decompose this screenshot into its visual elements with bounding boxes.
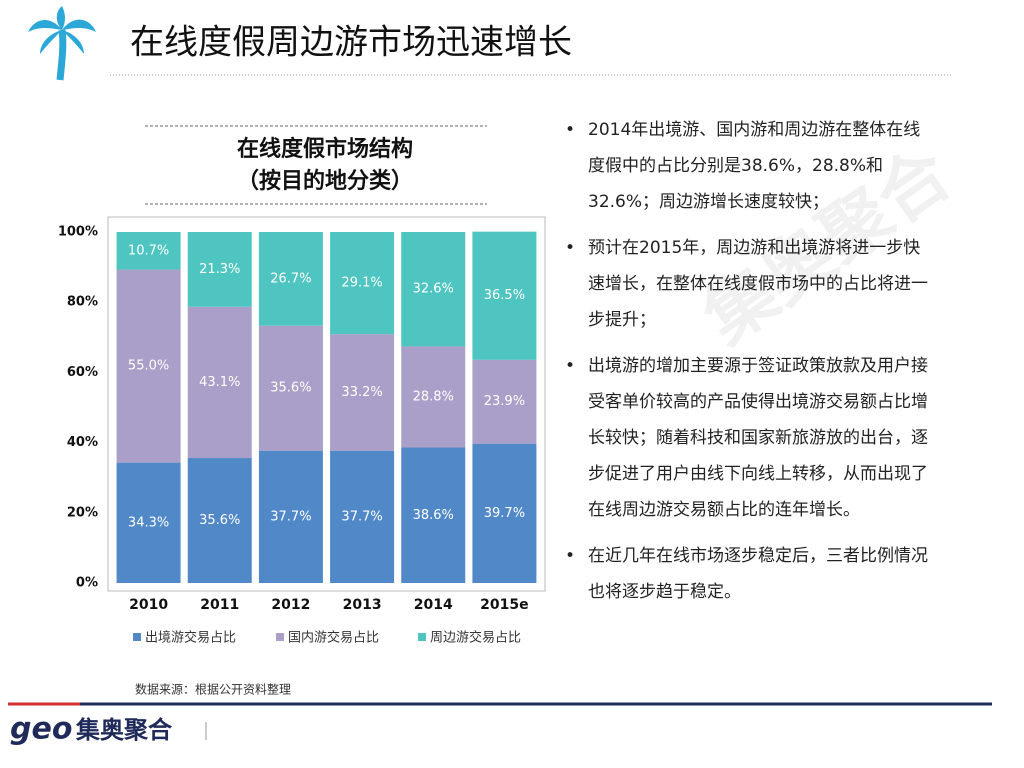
bullet-list: 2014年出境游、国内游和周边游在整体在线度假中的占比分别是38.6%，28.8… <box>565 112 933 620</box>
chart-title: 在线度假市场结构 <box>237 136 413 162</box>
bar-segment <box>472 231 537 360</box>
bar-segment <box>401 346 466 448</box>
data-label: 39.7% <box>484 506 525 521</box>
bar-segment <box>116 232 181 270</box>
bar-segment <box>187 458 252 583</box>
data-label: 37.7% <box>270 509 311 524</box>
bullet: 预计在2015年，周边游和出境游将进一步快速增长，在整体在线度假市场中的占比将进… <box>565 230 933 338</box>
slide-title: 在线度假周边游市场迅速增长 <box>130 23 572 63</box>
data-label: 10.7% <box>128 243 169 258</box>
bar-segment <box>401 232 466 347</box>
bar-segment <box>330 334 395 451</box>
data-label: 28.8% <box>413 389 454 404</box>
logo-mark: geo <box>10 712 72 747</box>
data-label: 26.7% <box>270 271 311 286</box>
legend-swatch <box>133 633 141 641</box>
bar-segment <box>116 269 181 463</box>
y-tick-label: 20% <box>67 505 98 520</box>
bar-segment <box>401 447 466 583</box>
data-label: 29.1% <box>341 276 382 291</box>
x-tick-label: 2010 <box>129 597 168 613</box>
logo-name: 集奥聚合 <box>75 716 173 744</box>
legend-label: 国内游交易占比 <box>288 630 379 646</box>
data-label: 36.5% <box>484 288 525 303</box>
bar-segment <box>472 443 537 583</box>
chart-title: （按目的地分类） <box>237 168 413 194</box>
bar-segment <box>258 325 323 451</box>
x-tick-label: 2011 <box>200 597 239 613</box>
legend-label: 周边游交易占比 <box>430 630 521 646</box>
data-label: 55.0% <box>128 359 169 374</box>
source-note: 数据来源：根据公开资料整理 <box>135 682 291 697</box>
x-tick-label: 2013 <box>343 597 382 613</box>
bar-segment <box>187 306 252 459</box>
data-label: 38.6% <box>413 508 454 523</box>
bar-segment <box>472 359 537 444</box>
bullet: 2014年出境游、国内游和周边游在整体在线度假中的占比分别是38.6%，28.8… <box>565 112 933 220</box>
data-label: 21.3% <box>199 262 240 277</box>
data-label: 33.2% <box>341 385 382 400</box>
bar-segment <box>187 232 252 307</box>
legend-label: 出境游交易占比 <box>145 630 236 646</box>
y-tick-label: 100% <box>58 225 98 240</box>
y-tick-label: 80% <box>67 295 98 310</box>
data-label: 32.6% <box>413 282 454 297</box>
y-tick-label: 40% <box>67 435 98 450</box>
y-tick-label: 60% <box>67 365 98 380</box>
palm-icon <box>28 6 96 81</box>
plot-frame <box>107 216 546 592</box>
data-label: 43.1% <box>199 375 240 390</box>
data-label: 34.3% <box>128 515 169 530</box>
bar-segment <box>116 462 181 583</box>
data-label: 35.6% <box>199 513 240 528</box>
bar-segment <box>330 450 395 583</box>
bar-segment <box>258 232 323 326</box>
data-label: 23.9% <box>484 394 525 409</box>
legend-swatch <box>276 633 284 641</box>
data-label: 35.6% <box>270 381 311 396</box>
legend-swatch <box>418 633 426 641</box>
x-tick-label: 2012 <box>271 597 310 613</box>
bullet: 出境游的增加主要源于签证政策放款及用户接受客单价较高的产品使得出境游交易额占比增… <box>565 348 933 528</box>
y-tick-label: 0% <box>76 576 98 591</box>
bullet: 在近几年在线市场逐步稳定后，三者比例情况也将逐步趋于稳定。 <box>565 538 933 610</box>
x-tick-label: 2015e <box>480 597 528 613</box>
bar-segment <box>258 450 323 583</box>
x-tick-label: 2014 <box>414 597 453 613</box>
bar-segment <box>330 232 395 335</box>
data-label: 37.7% <box>341 509 382 524</box>
